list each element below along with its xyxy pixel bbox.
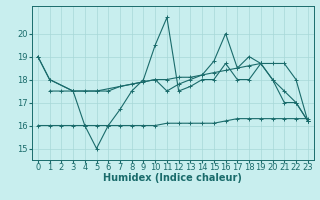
X-axis label: Humidex (Indice chaleur): Humidex (Indice chaleur) (103, 173, 242, 183)
